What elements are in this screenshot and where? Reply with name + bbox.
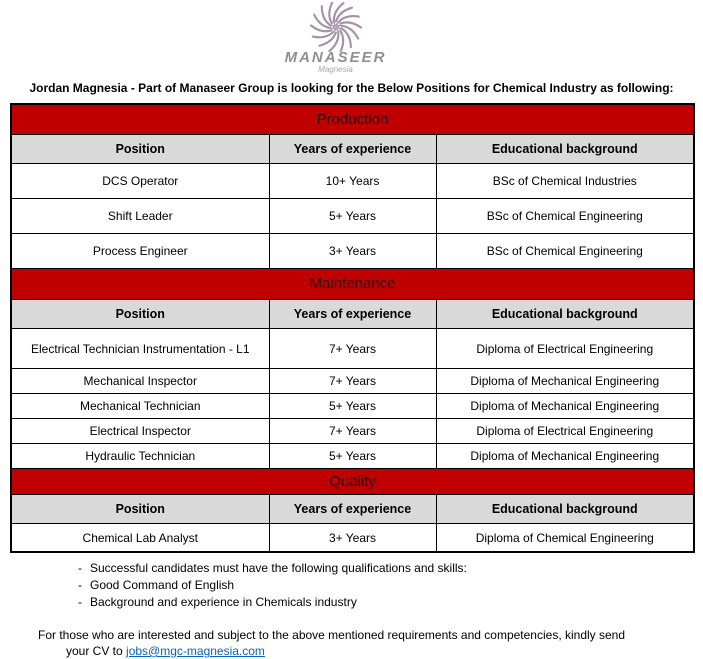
- education-cell: Diploma of Mechanical Engineering: [435, 443, 695, 469]
- education-cell: BSc of Chemical Engineering: [435, 198, 695, 234]
- education-cell: Diploma of Electrical Engineering: [435, 418, 695, 444]
- position-cell: Electrical Technician Instrumentation - …: [10, 328, 270, 369]
- qualification-text: Good Command of English: [90, 578, 235, 592]
- swirl-logo-icon: [309, 2, 362, 52]
- intro-line: Jordan Magnesia - Part of Manaseer Group…: [29, 81, 674, 95]
- column-header-experience: Years of experience: [268, 134, 437, 164]
- column-header-position: Position: [10, 494, 270, 524]
- experience-cell: 7+ Years: [268, 418, 437, 444]
- experience-cell: 5+ Years: [268, 443, 437, 469]
- table-row: Shift Leader 5+ Years BSc of Chemical En…: [10, 198, 695, 234]
- positions-table: Production Position Years of experience …: [10, 103, 696, 553]
- education-cell: Diploma of Chemical Engineering: [435, 523, 695, 553]
- table-row: Chemical Lab Analyst 3+ Years Diploma of…: [10, 523, 695, 553]
- table-row: Electrical Technician Instrumentation - …: [10, 328, 695, 369]
- section-title: Maintenance: [10, 268, 695, 300]
- column-header-education: Educational background: [435, 494, 695, 524]
- bullet-dash: -: [78, 561, 82, 575]
- position-cell: Hydraulic Technician: [10, 443, 270, 469]
- qualification-text: Successful candidates must have the foll…: [90, 561, 467, 575]
- table-header-row: Position Years of experience Educational…: [10, 494, 695, 524]
- column-header-position: Position: [10, 134, 270, 164]
- bullet-dash: -: [78, 595, 82, 609]
- education-cell: Diploma of Mechanical Engineering: [435, 368, 695, 394]
- column-header-experience: Years of experience: [268, 299, 437, 329]
- list-item: - Good Command of English: [78, 577, 703, 594]
- column-header-experience: Years of experience: [268, 494, 437, 524]
- section-title: Production: [10, 103, 695, 135]
- table-row: Hydraulic Technician 5+ Years Diploma of…: [10, 443, 695, 469]
- table-row: Process Engineer 3+ Years BSc of Chemica…: [10, 233, 695, 269]
- experience-cell: 7+ Years: [268, 328, 437, 369]
- education-cell: BSc of Chemical Engineering: [435, 233, 695, 269]
- section-banner-maintenance: Maintenance: [10, 268, 695, 300]
- qualification-text: Background and experience in Chemicals i…: [90, 595, 357, 609]
- section-banner-quality: Quality: [10, 468, 695, 495]
- position-cell: Mechanical Inspector: [10, 368, 270, 394]
- column-header-position: Position: [10, 299, 270, 329]
- position-cell: Chemical Lab Analyst: [10, 523, 270, 553]
- education-cell: Diploma of Electrical Engineering: [435, 328, 695, 369]
- position-cell: Process Engineer: [10, 233, 270, 269]
- section-title: Quality: [10, 468, 695, 495]
- footer-line2: your CV to jobs@mgc-magnesia.com: [66, 643, 703, 659]
- position-cell: Shift Leader: [10, 198, 270, 234]
- experience-cell: 3+ Years: [268, 523, 437, 553]
- column-header-education: Educational background: [435, 299, 695, 329]
- column-header-education: Educational background: [435, 134, 695, 164]
- education-cell: Diploma of Mechanical Engineering: [435, 393, 695, 419]
- table-header-row: Position Years of experience Educational…: [10, 299, 695, 329]
- list-item: - Background and experience in Chemicals…: [78, 594, 703, 611]
- table-row: Electrical Inspector 7+ Years Diploma of…: [10, 418, 695, 444]
- company-logo: MANASEER Magnesia: [0, 0, 687, 74]
- bullet-dash: -: [78, 578, 82, 592]
- table-row: Mechanical Technician 5+ Years Diploma o…: [10, 393, 695, 419]
- list-item: - Successful candidates must have the fo…: [78, 560, 703, 577]
- application-instructions: For those who are interested and subject…: [38, 627, 703, 659]
- qualifications-list: - Successful candidates must have the fo…: [78, 560, 703, 611]
- footer-line1: For those who are interested and subject…: [38, 628, 626, 642]
- experience-cell: 5+ Years: [268, 393, 437, 419]
- table-header-row: Position Years of experience Educational…: [10, 134, 695, 164]
- section-banner-production: Production: [10, 103, 695, 135]
- brand-name: MANASEER: [284, 49, 387, 66]
- table-row: Mechanical Inspector 7+ Years Diploma of…: [10, 368, 695, 394]
- position-cell: DCS Operator: [10, 163, 270, 199]
- experience-cell: 5+ Years: [268, 198, 437, 234]
- experience-cell: 7+ Years: [268, 368, 437, 394]
- position-cell: Mechanical Technician: [10, 393, 270, 419]
- experience-cell: 3+ Years: [268, 233, 437, 269]
- email-link[interactable]: jobs@mgc-magnesia.com: [126, 644, 265, 658]
- footer-line2-prefix: your CV to: [66, 644, 127, 658]
- experience-cell: 10+ Years: [268, 163, 437, 199]
- position-cell: Electrical Inspector: [10, 418, 270, 444]
- education-cell: BSc of Chemical Industries: [435, 163, 695, 199]
- table-row: DCS Operator 10+ Years BSc of Chemical I…: [10, 163, 695, 199]
- brand-subtitle: Magnesia: [318, 65, 353, 74]
